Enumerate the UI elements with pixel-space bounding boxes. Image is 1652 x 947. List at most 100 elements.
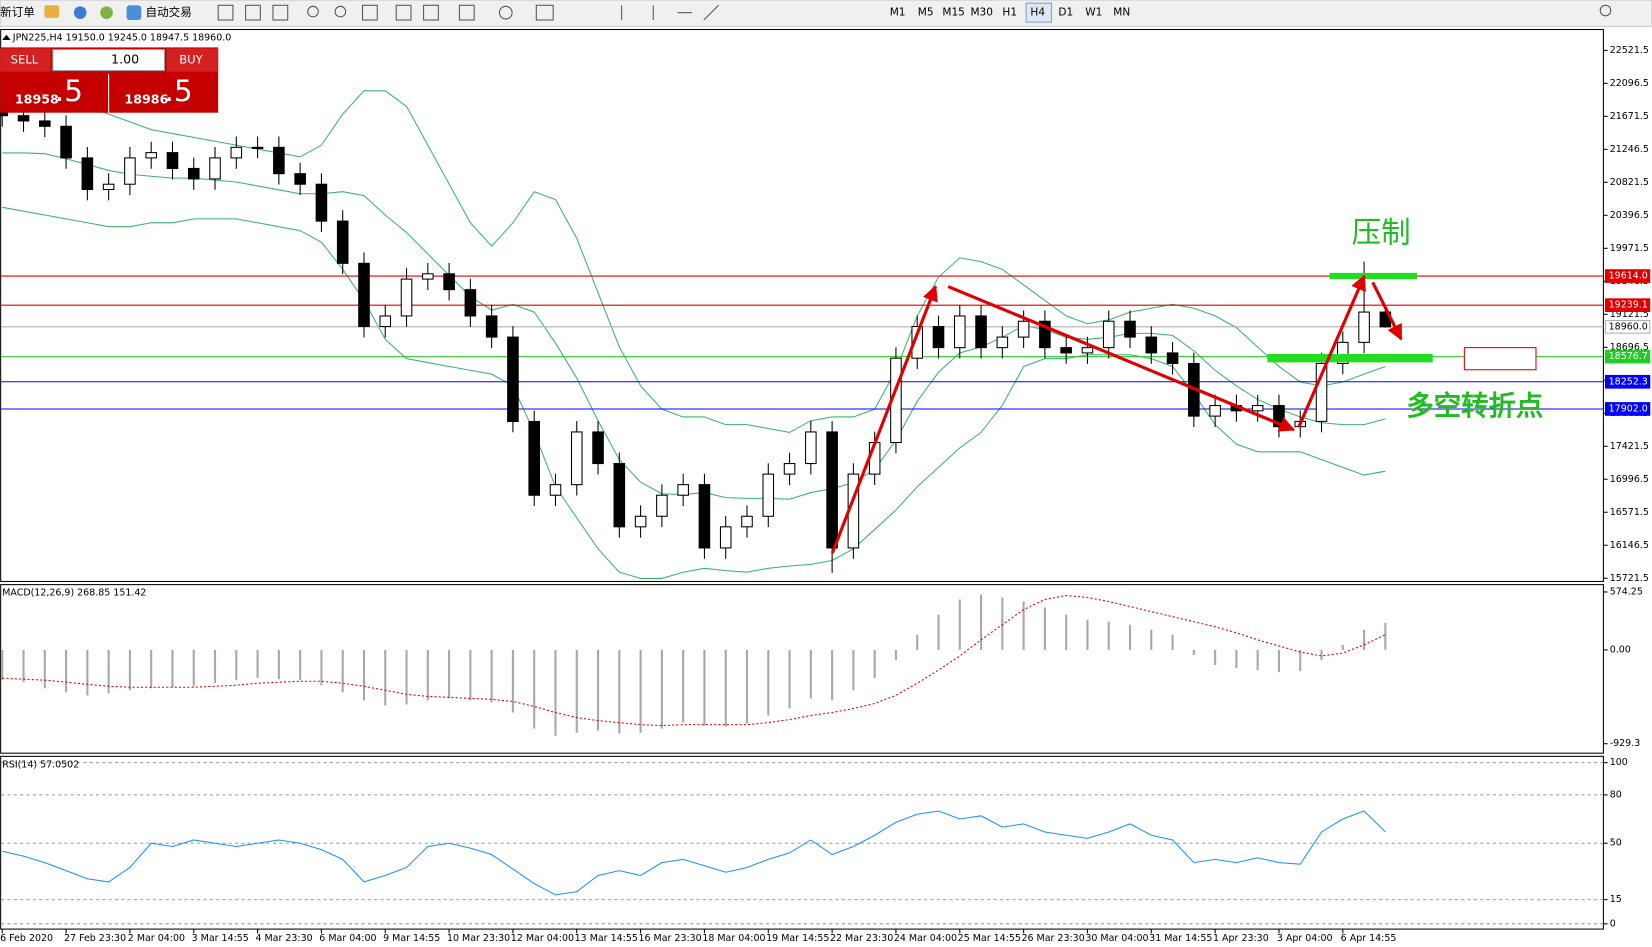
trend-arrow: [830, 285, 938, 554]
candle-body: [762, 473, 775, 517]
candle-body: [1166, 352, 1179, 365]
icon[interactable]: [272, 4, 289, 21]
candle-body: [1081, 347, 1094, 354]
candle-body: [485, 315, 498, 338]
timeframe-button[interactable]: M1: [890, 7, 906, 19]
timeframe-button[interactable]: H1: [1002, 7, 1017, 19]
x-tick-label: 3 Apr 04:00: [1277, 933, 1333, 944]
candle-body: [315, 183, 328, 222]
x-tick-label: 4 Mar 23:30: [255, 933, 312, 944]
x-tick-label: 27 Feb 23:30: [64, 933, 126, 944]
buy-label[interactable]: BUY: [179, 53, 203, 67]
y-tick-label: 50: [1610, 838, 1622, 849]
timeframe-button[interactable]: W1: [1085, 7, 1102, 19]
bollinger-band: [2, 90, 1386, 433]
y-tick-label: 16571.5: [1610, 507, 1649, 518]
icon[interactable]: [498, 5, 513, 20]
sell-button[interactable]: [0, 48, 51, 72]
timeframe-button[interactable]: M5: [918, 7, 934, 19]
candle-body: [379, 315, 392, 328]
ask-fraction[interactable]: .5: [164, 74, 192, 108]
candle-body: [826, 431, 838, 549]
candle-body: [1060, 347, 1072, 354]
bollinger-band: [2, 152, 1386, 500]
level-label-bg: [1604, 298, 1651, 313]
icon[interactable]: [535, 4, 554, 21]
bid-fraction[interactable]: .5: [55, 74, 83, 108]
sell-label[interactable]: SELL: [11, 53, 39, 67]
icon[interactable]: [334, 5, 347, 18]
candle-body: [698, 484, 711, 549]
search-icon[interactable]: [1599, 4, 1612, 17]
candle-body: [528, 420, 541, 496]
icon[interactable]: [703, 4, 719, 21]
x-tick-label: 12 Mar 04:00: [511, 933, 574, 944]
timeframe-button[interactable]: D1: [1058, 7, 1073, 19]
lots-input[interactable]: [52, 48, 165, 72]
candle-body: [81, 157, 94, 191]
candle-body: [1102, 320, 1115, 349]
tool-icons: [217, 2, 1612, 23]
selected-timeframe[interactable]: [1025, 2, 1052, 23]
candle-body: [443, 273, 455, 291]
ask-price[interactable]: 18986: [124, 92, 168, 107]
rsi-line: [2, 810, 1386, 896]
y-tick-label: 17421.5: [1610, 441, 1649, 452]
bid-price[interactable]: 18958: [15, 92, 59, 107]
timeframe-button[interactable]: M15: [942, 7, 964, 19]
icon[interactable]: [458, 4, 475, 21]
lots-value[interactable]: 1.00: [111, 52, 139, 67]
y-tick-label: 19971.5: [1610, 243, 1649, 254]
icon[interactable]: [423, 4, 439, 21]
annotation: 压制: [1352, 215, 1411, 249]
y-tick-label: 16996.5: [1610, 474, 1649, 485]
trend-arrow: [947, 285, 1296, 432]
x-tick-label: 1 Apr 23:30: [1213, 933, 1269, 944]
candle-body: [251, 146, 264, 149]
y-tick-label: 18696.5: [1610, 342, 1649, 353]
x-tick-label: 25 Mar 14:55: [958, 933, 1021, 944]
icon[interactable]: [217, 4, 234, 21]
candle-body: [911, 325, 924, 359]
icon[interactable]: [245, 4, 261, 21]
x-tick-label: 3 Mar 14:55: [192, 933, 249, 944]
indicator-title: MACD(12,26,9) 268.85 151.42: [2, 588, 146, 599]
candle-body: [1358, 311, 1370, 343]
icon[interactable]: [307, 5, 319, 18]
new-order-button[interactable]: 新订单: [0, 5, 35, 19]
candle-body: [953, 315, 966, 349]
y-tick-label: 80: [1610, 789, 1622, 800]
icon[interactable]: [44, 5, 60, 18]
level-label: 19239.1: [1609, 300, 1648, 311]
icon[interactable]: [73, 6, 87, 19]
candle-body: [1209, 405, 1221, 417]
auto-trading-icon[interactable]: [126, 5, 142, 21]
candle-body: [124, 157, 136, 185]
candle-body: [39, 120, 51, 127]
timeframe-button[interactable]: H4: [1030, 7, 1045, 19]
drawn-objects: [830, 272, 1537, 554]
candle-body: [719, 526, 732, 549]
timeframe-button[interactable]: MN: [1113, 7, 1130, 19]
timeframe-button[interactable]: M30: [970, 7, 992, 19]
candle-body: [741, 515, 753, 528]
candle-body: [1017, 320, 1030, 338]
x-tick-label: 13 Mar 14:55: [575, 933, 638, 944]
level-label-bg: [1604, 269, 1651, 283]
candle-body: [358, 262, 370, 328]
buy-button[interactable]: [166, 48, 219, 72]
macd-panel: [0, 584, 1604, 754]
candle-body: [17, 115, 30, 122]
candle-body: [1145, 336, 1158, 354]
candle-body: [507, 336, 519, 422]
icon[interactable]: [100, 6, 113, 19]
y-tick-label: 21671.5: [1610, 111, 1649, 122]
icon[interactable]: [361, 4, 378, 21]
level-label-bg: [1604, 319, 1651, 334]
icon[interactable]: [395, 4, 412, 21]
auto-trading-button[interactable]: 自动交易: [146, 5, 192, 19]
y-tick-label: -929.3: [1610, 738, 1641, 749]
